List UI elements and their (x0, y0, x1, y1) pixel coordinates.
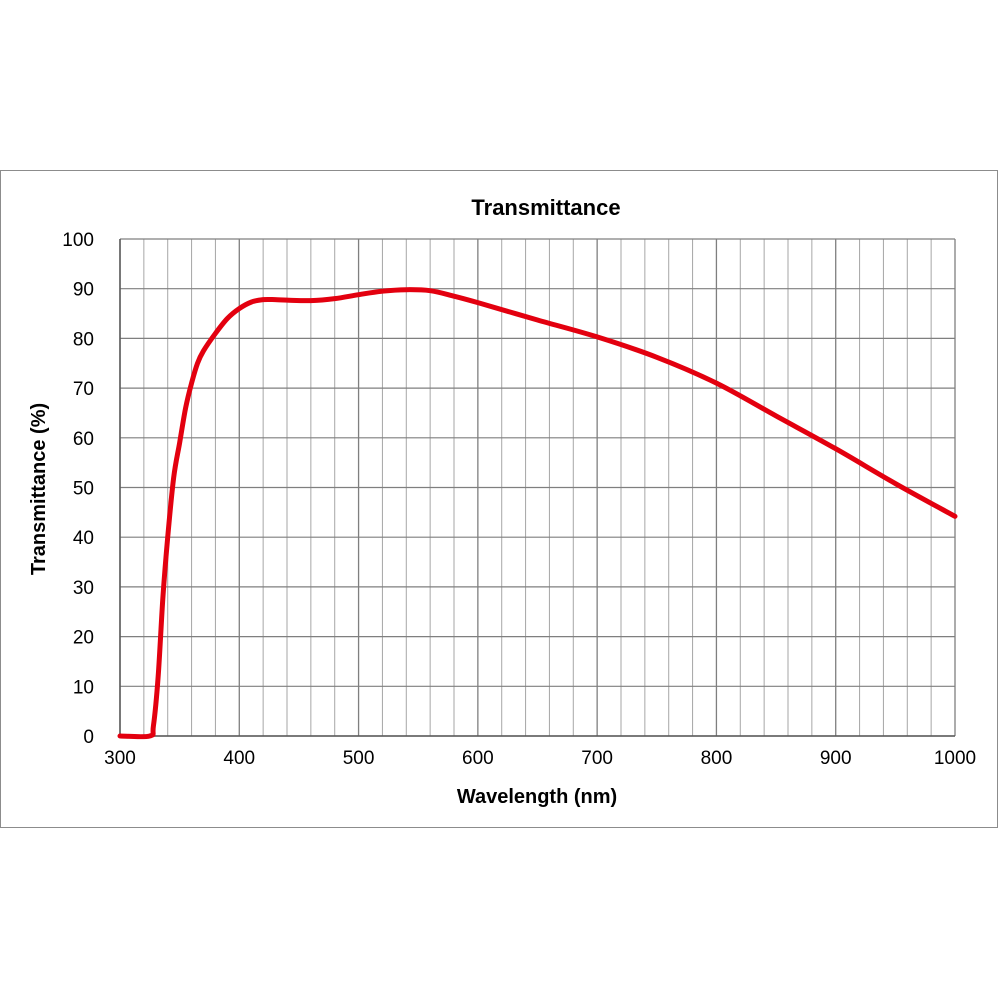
chart-container: 300 400 500 600 700 800 900 1000 0 10 20 30 40 50 60 70… (0, 170, 998, 828)
y-tick-label: 80 (73, 329, 94, 350)
y-tick-label: 60 (73, 429, 94, 450)
y-tick-label: 40 (73, 528, 94, 549)
y-axis-title: Transmittance (%) (28, 403, 50, 575)
series-line-transmittance (117, 287, 958, 740)
x-tick-label: 600 (462, 748, 494, 769)
y-tick-label: 10 (73, 677, 94, 698)
x-tick-label: 900 (820, 748, 852, 769)
series-layer (117, 287, 958, 740)
y-tick-label: 100 (62, 230, 94, 251)
y-tick-label: 0 (83, 727, 94, 748)
x-tick-label: 500 (343, 748, 375, 769)
y-tick-label: 20 (73, 628, 94, 649)
x-tick-label: 400 (223, 748, 255, 769)
x-tick-label: 1000 (934, 748, 976, 769)
x-tick-label: 800 (701, 748, 733, 769)
axes (119, 239, 955, 737)
chart-title: Transmittance (471, 195, 620, 220)
x-tick-label: 700 (581, 748, 613, 769)
grid (119, 238, 956, 737)
y-tick-label: 50 (73, 479, 94, 500)
y-tick-label: 30 (73, 578, 94, 599)
tick-labels: 300 400 500 600 700 800 900 1000 0 10 20 30 40 50 60 70… (62, 230, 976, 769)
x-axis-title: Wavelength (nm) (457, 786, 617, 808)
transmittance-chart: 300 400 500 600 700 800 900 1000 0 10 20 30 40 50 60 70… (28, 195, 976, 808)
y-tick-label: 90 (73, 280, 94, 301)
x-tick-label: 300 (104, 748, 136, 769)
y-tick-label: 70 (73, 379, 94, 400)
